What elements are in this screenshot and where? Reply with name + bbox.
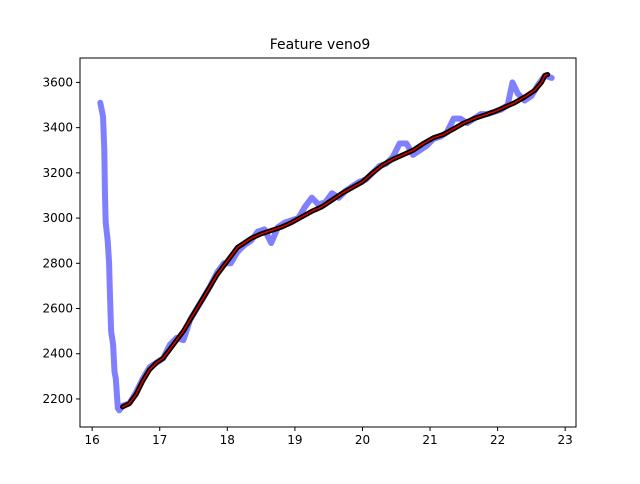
series-line-fit	[121, 73, 549, 408]
x-axis: 16 17 18 19 20 21 22 23	[85, 427, 573, 447]
x-tick-label: 19	[287, 433, 302, 447]
y-tick-label: 3200	[42, 166, 73, 180]
x-tick-label: 16	[85, 433, 100, 447]
x-tick-label: 23	[558, 433, 573, 447]
x-tick-label: 20	[355, 433, 370, 447]
y-tick-label: 3000	[42, 211, 73, 225]
y-tick-label: 2600	[42, 302, 73, 316]
chart-title: Feature veno9	[270, 37, 371, 53]
y-tick-label: 3600	[42, 75, 73, 89]
x-tick-label: 17	[152, 433, 167, 447]
x-tick-label: 18	[220, 433, 235, 447]
y-tick-label: 2400	[42, 347, 73, 361]
y-tick-label: 2200	[42, 392, 73, 406]
plot-frame	[79, 57, 577, 428]
y-tick-label: 2800	[42, 256, 73, 270]
series-layer	[97, 72, 555, 414]
y-tick-label: 3400	[42, 121, 73, 135]
x-tick-label: 22	[490, 433, 505, 447]
y-axis: 2200 2400 2600 2800 3000 3200 3400 3600	[42, 75, 80, 406]
x-tick-label: 21	[422, 433, 437, 447]
